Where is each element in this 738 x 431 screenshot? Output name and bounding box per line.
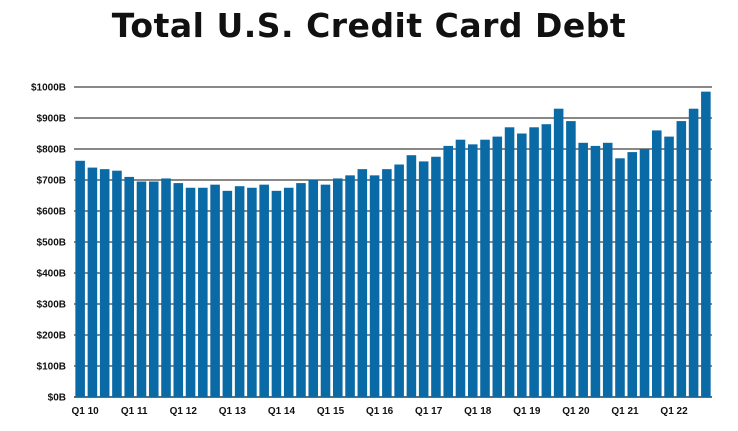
bar: [136, 181, 147, 397]
bar: [283, 187, 294, 397]
x-tick-label: Q1 11: [121, 406, 148, 417]
y-tick-label: $700B: [37, 176, 66, 187]
bar: [394, 164, 404, 397]
bar: [173, 183, 184, 397]
x-tick-label: Q1 17: [415, 406, 443, 417]
x-tick-label: Q1 19: [513, 406, 541, 417]
x-tick-label: Q1 20: [562, 406, 590, 417]
x-tick-label: Q1 10: [72, 406, 100, 417]
bar: [467, 144, 478, 397]
x-tick-label: Q1 16: [366, 406, 394, 417]
bar: [406, 155, 417, 397]
x-tick-label: Q1 18: [464, 406, 492, 417]
bar: [161, 178, 171, 397]
bar: [333, 178, 343, 397]
bar: [639, 149, 650, 397]
bar: [210, 184, 220, 397]
bar: [590, 145, 601, 397]
bar: [578, 142, 588, 397]
bar: [566, 121, 576, 397]
bar: [615, 158, 625, 397]
bar: [271, 190, 282, 397]
y-tick-label: $100B: [37, 362, 66, 373]
bar: [99, 169, 110, 397]
bar: [701, 91, 711, 398]
bar: [75, 160, 85, 397]
bar: [517, 133, 527, 397]
bar: [688, 108, 699, 397]
bar: [664, 136, 674, 397]
bar: [234, 186, 245, 397]
bar: [320, 184, 331, 397]
bar: [541, 124, 552, 397]
chart-title: Total U.S. Credit Card Debt: [111, 6, 627, 45]
y-tick-label: $200B: [37, 331, 66, 342]
x-tick-label: Q1 21: [611, 406, 639, 417]
bar: [431, 156, 441, 397]
bar: [148, 181, 159, 397]
bar: [382, 169, 392, 397]
bar: [357, 169, 368, 397]
bar: [112, 170, 122, 397]
x-tick-label: Q1 13: [219, 406, 247, 417]
x-tick-label: Q1 14: [268, 406, 296, 417]
bar: [259, 184, 269, 397]
bar: [652, 130, 662, 397]
bar: [185, 187, 196, 397]
y-tick-label: $800B: [37, 145, 66, 156]
bar: [480, 139, 490, 397]
bar: [418, 161, 429, 397]
y-tick-label: $0B: [48, 393, 66, 404]
bar: [504, 127, 515, 398]
x-tick-label: Q1 15: [317, 406, 345, 417]
bar: [222, 190, 233, 397]
y-tick-label: $300B: [37, 300, 66, 311]
bar: [676, 121, 687, 397]
bar: [87, 167, 98, 397]
bar: [602, 142, 613, 397]
y-tick-label: $900B: [37, 114, 66, 125]
bar: [455, 139, 466, 397]
x-tick-label: Q1 22: [660, 406, 688, 417]
y-tick-label: $1000B: [31, 83, 66, 94]
x-tick-label: Q1 12: [170, 406, 198, 417]
bar: [124, 176, 134, 397]
bar: [247, 187, 257, 397]
bar: [308, 180, 319, 397]
bar: [492, 136, 503, 397]
bar: [198, 187, 208, 397]
y-tick-label: $600B: [37, 207, 66, 218]
bar: [369, 175, 380, 397]
bar: [443, 145, 453, 397]
y-tick-label: $400B: [37, 269, 66, 280]
y-tick-label: $500B: [37, 238, 66, 249]
bar: [553, 108, 564, 397]
bar: [627, 152, 638, 397]
bar: [296, 183, 306, 397]
bar: [345, 175, 355, 397]
bar: [529, 127, 539, 398]
